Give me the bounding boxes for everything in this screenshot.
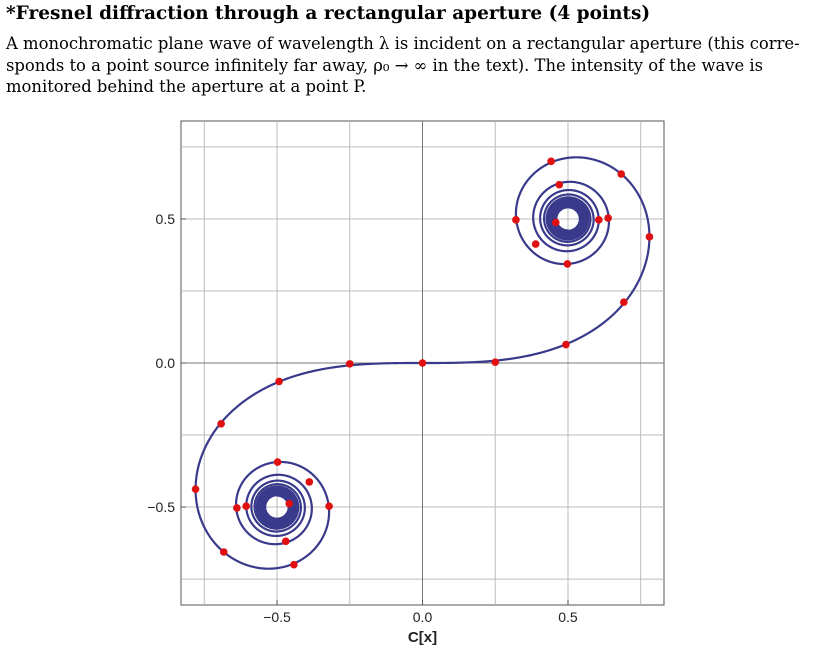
problem-text: A monochromatic plane wave of wavelength…: [6, 33, 832, 98]
marker-point: [418, 359, 427, 367]
y-tick-label: −0.5: [147, 499, 175, 515]
x-tick-label: 0.0: [413, 609, 433, 625]
marker-point: [219, 548, 228, 556]
marker-point: [285, 499, 294, 508]
marker-point: [551, 218, 560, 227]
problem-text-line: A monochromatic plane wave of wavelength…: [6, 34, 800, 53]
marker-point: [191, 485, 200, 493]
marker-point: [604, 214, 612, 222]
marker-point: [325, 502, 333, 510]
y-tick-label: 0.0: [156, 355, 176, 371]
marker-point: [217, 419, 225, 428]
marker-point: [242, 502, 250, 510]
marker-point: [562, 340, 570, 349]
tick-labels: −0.5 0.0 0.5 0.5 0.0 −0.5: [147, 211, 578, 625]
problem-text-line: monitored behind the aperture at a point…: [6, 77, 367, 96]
marker-point: [555, 180, 564, 189]
marker-point: [645, 233, 654, 241]
problem-title: *Fresnel diffraction through a rectangul…: [6, 3, 651, 24]
x-tick-label: −0.5: [263, 609, 291, 625]
marker-point: [233, 504, 241, 512]
marker-point: [512, 216, 520, 224]
marker-point: [290, 560, 298, 569]
marker-point: [305, 478, 314, 486]
marker-point: [491, 358, 500, 366]
x-tick-label: 0.5: [558, 609, 578, 625]
problem-text-line: sponds to a point source infinitely far …: [6, 55, 764, 75]
y-tick-label: 0.5: [156, 211, 176, 227]
marker-point: [281, 537, 290, 546]
marker-point: [275, 377, 283, 386]
marker-point: [547, 157, 555, 166]
marker-point: [273, 458, 282, 466]
marker-point: [617, 170, 626, 178]
marker-point: [563, 260, 572, 268]
marker-point: [345, 360, 354, 368]
marker-point: [531, 240, 540, 248]
marker-point: [620, 298, 628, 307]
marker-points-layer: [191, 157, 654, 569]
x-axis-label: C[x]: [408, 629, 437, 646]
marker-point: [595, 216, 603, 224]
